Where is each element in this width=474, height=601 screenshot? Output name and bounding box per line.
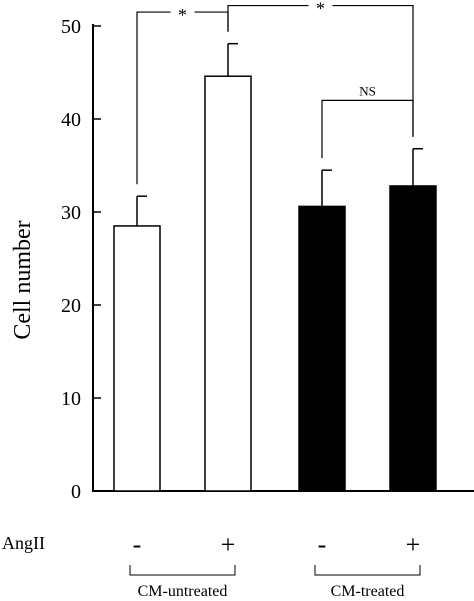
bar-3 [298,205,346,492]
angii-sign-3: - [318,530,327,559]
condition-labels: - + - + CM-untreated CM-treated [129,530,421,600]
group-label-1: CM-untreated [138,583,228,600]
bar-1 [113,225,161,492]
significance-label-3: NS [359,83,376,98]
significance-brackets: * * NS [136,0,414,185]
bracket-right-2 [332,4,414,137]
angii-sign-2: + [221,530,236,559]
y-tick-label: 10 [61,388,81,410]
bracket-right-1 [194,11,229,32]
y-tick-label: 50 [61,16,81,38]
group-label-2: CM-treated [331,583,405,600]
y-tick-label: 40 [61,109,81,131]
y-tick-label: 30 [61,202,81,224]
group-bracket-2 [314,565,421,576]
bracket-left-1 [136,11,171,185]
error-bars [136,42,423,226]
y-tick-label: 0 [71,481,81,503]
significance-label-1: * [178,5,187,25]
angii-row-label: AngII [2,533,45,553]
bars [113,75,437,492]
angii-sign-4: + [406,530,421,559]
y-tick-label: 20 [61,295,81,317]
bar-2 [204,75,252,492]
angii-sign-1: - [133,530,142,559]
bar-4 [389,185,437,492]
group-bracket-1 [129,565,236,576]
bracket-left-2 [227,4,309,32]
y-axis-label: Cell number [10,220,36,339]
bracket-left-3 [321,99,368,159]
bracket-right-3 [367,99,414,137]
significance-label-2: * [316,0,325,19]
